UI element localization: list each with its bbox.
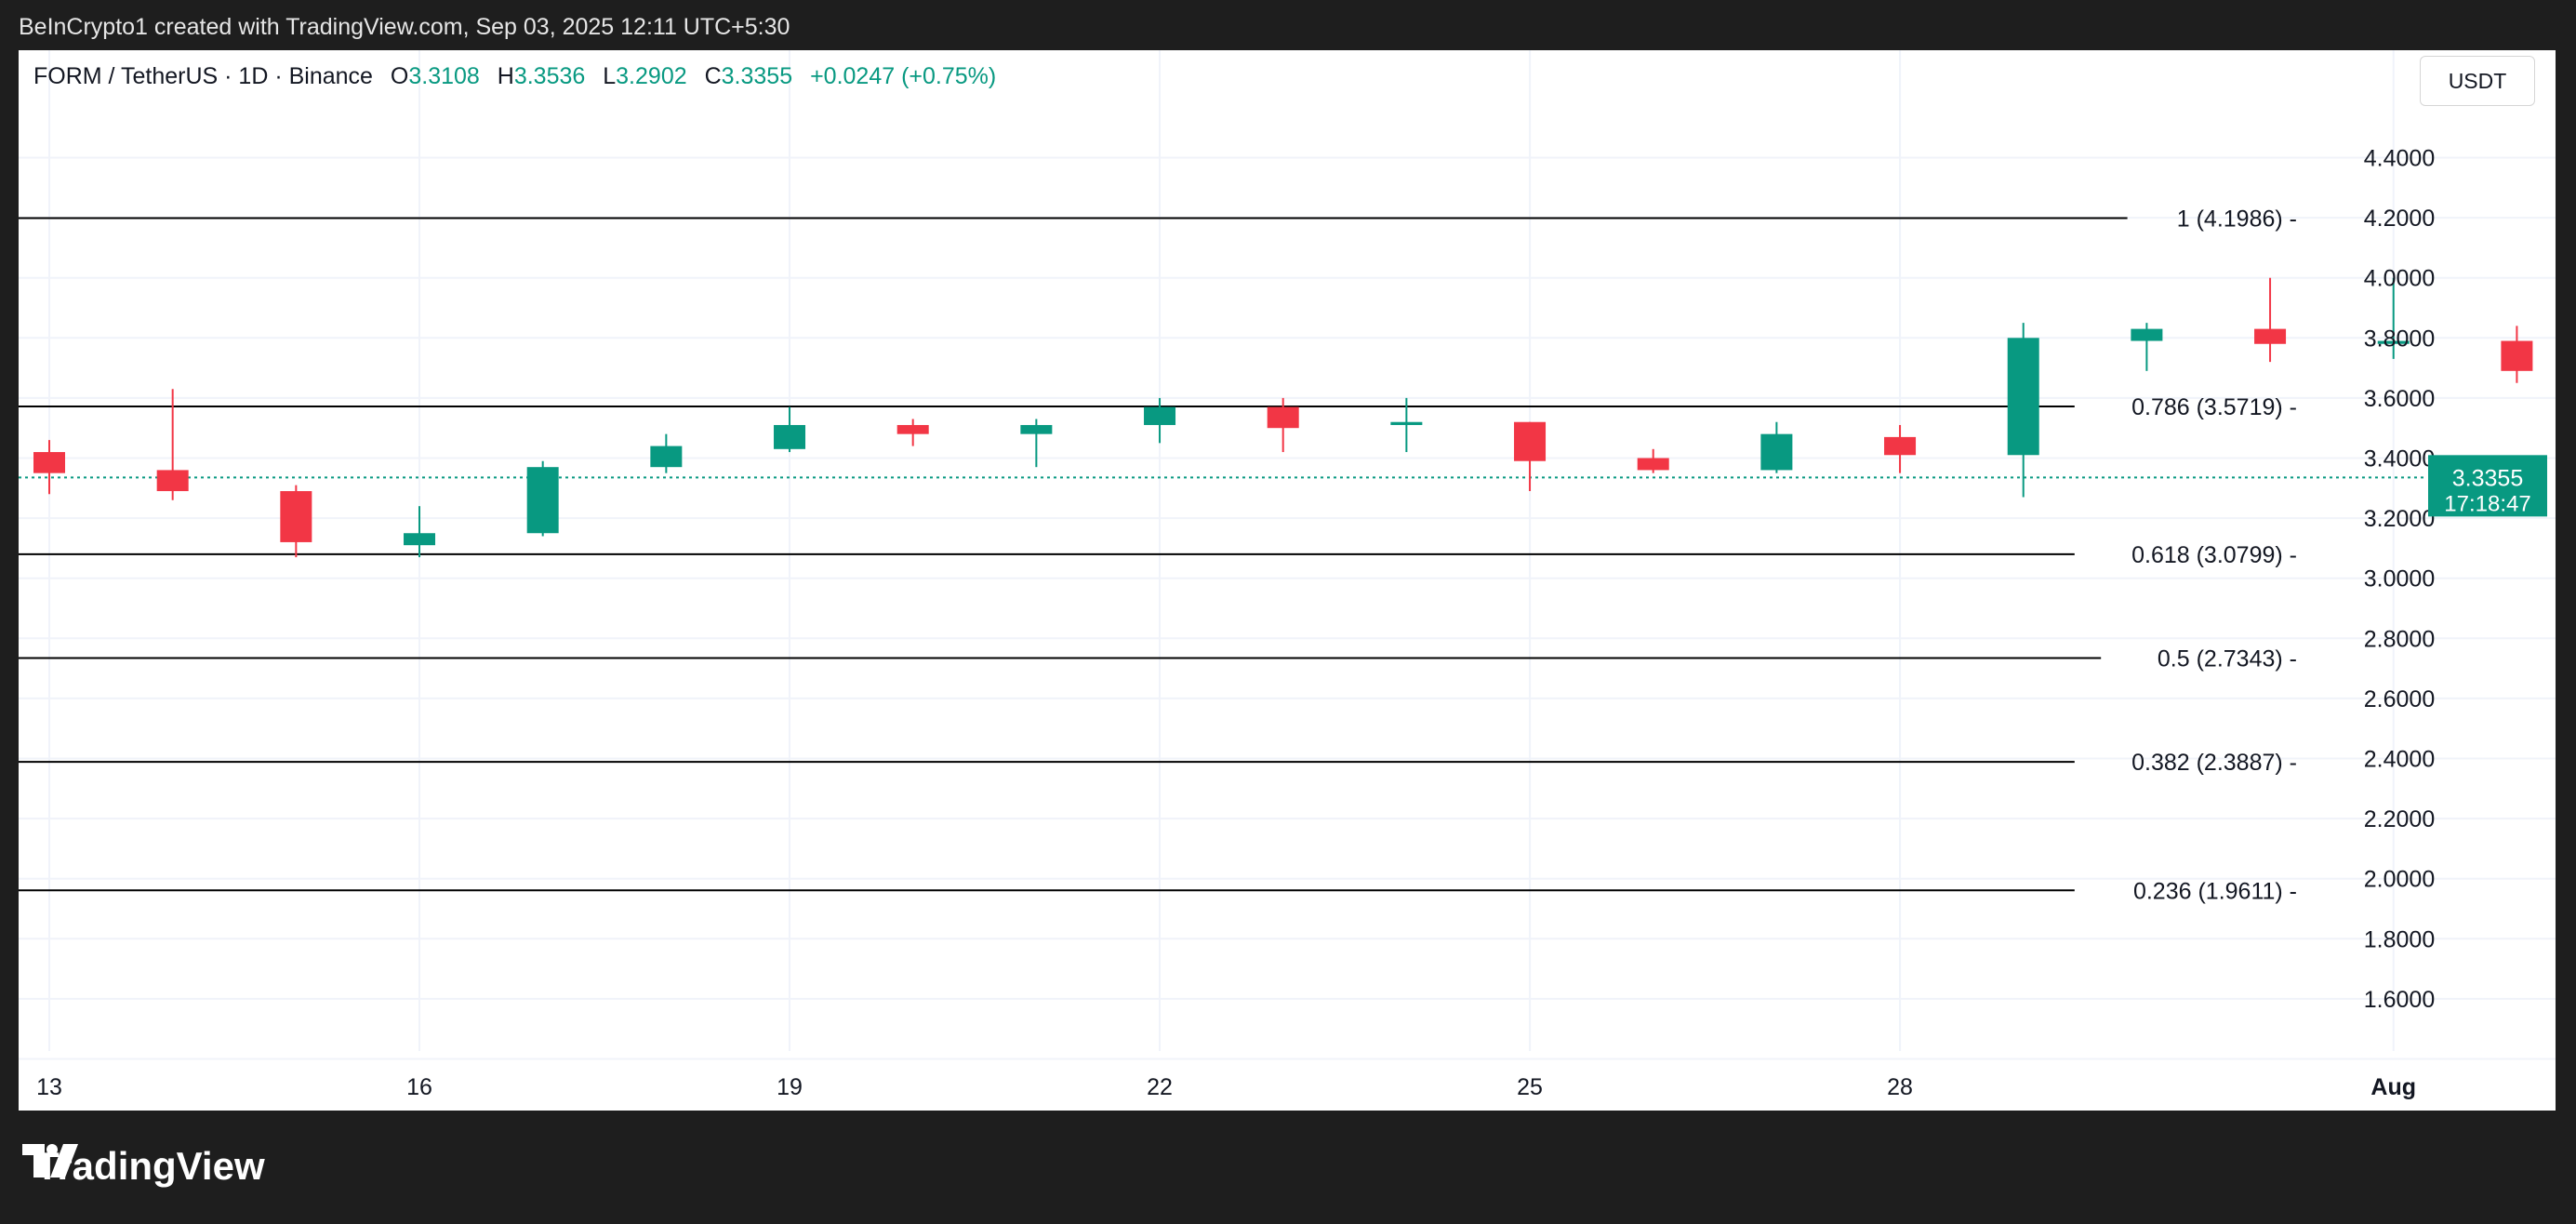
tradingview-brand: TradingView xyxy=(22,1144,265,1189)
fib-level-label: 0.382 (2.3887) - xyxy=(2131,750,2297,776)
fib-level-label: 0.236 (1.9611) - xyxy=(2133,878,2297,904)
open-value: 3.3108 xyxy=(408,63,480,89)
candle-body[interactable] xyxy=(1020,424,1053,434)
candle-body[interactable] xyxy=(2254,328,2287,344)
x-axis-tick-label: 25 xyxy=(1517,1074,1543,1100)
candle-body[interactable] xyxy=(1884,436,1917,456)
y-axis-tick-label: 3.8000 xyxy=(2364,326,2435,352)
candle-body[interactable] xyxy=(774,424,806,449)
close-label: C xyxy=(704,63,722,89)
candle-body[interactable] xyxy=(33,452,65,473)
y-axis-tick-label: 1.8000 xyxy=(2364,926,2435,952)
low-label: L xyxy=(603,63,617,89)
low-value: 3.2902 xyxy=(616,63,687,89)
candle-body[interactable] xyxy=(1514,421,1547,461)
last-price-value: 3.3355 xyxy=(2452,465,2523,491)
candle-body[interactable] xyxy=(1390,421,1423,425)
candle-body[interactable] xyxy=(2377,340,2410,344)
y-axis-tick-label: 3.0000 xyxy=(2364,566,2435,592)
candle-body[interactable] xyxy=(2007,338,2039,456)
y-axis-tick-label: 4.2000 xyxy=(2364,206,2435,232)
y-axis-tick-label: 1.6000 xyxy=(2364,987,2435,1013)
y-axis-tick-label: 2.4000 xyxy=(2364,747,2435,773)
candle-body[interactable] xyxy=(650,446,683,468)
y-axis-tick-label: 3.2000 xyxy=(2364,506,2435,532)
candle-body[interactable] xyxy=(526,467,559,534)
x-axis-tick-label: 19 xyxy=(777,1074,803,1100)
x-axis-tick-label: 22 xyxy=(1147,1074,1173,1100)
high-label: H xyxy=(497,63,514,89)
x-axis-tick-label: 13 xyxy=(36,1074,62,1100)
y-axis-tick-label: 2.8000 xyxy=(2364,626,2435,652)
candle-body[interactable] xyxy=(1760,433,1793,471)
candle-body[interactable] xyxy=(1267,406,1299,429)
y-axis-tick-label: 3.6000 xyxy=(2364,386,2435,412)
candle-body[interactable] xyxy=(896,424,929,434)
currency-button[interactable]: USDT xyxy=(2420,56,2535,106)
close-value: 3.3355 xyxy=(721,63,793,89)
x-axis-tick-label: 28 xyxy=(1887,1074,1913,1100)
candle-body[interactable] xyxy=(404,533,436,546)
fib-level-label: 0.618 (3.0799) - xyxy=(2131,542,2297,568)
y-axis-tick-label: 3.4000 xyxy=(2364,446,2435,472)
y-axis-tick-label: 2.6000 xyxy=(2364,686,2435,712)
candle-body[interactable] xyxy=(156,470,189,492)
attribution-bar: BeInCrypto1 created with TradingView.com… xyxy=(0,0,2576,50)
fib-level-label: 0.786 (3.5719) - xyxy=(2131,394,2297,420)
symbol-title[interactable]: FORM / TetherUS · 1D · Binance xyxy=(33,63,373,89)
candle-body[interactable] xyxy=(1637,458,1669,471)
attribution-text: BeInCrypto1 created with TradingView.com… xyxy=(19,14,790,40)
chart-panel[interactable]: 1 (4.1986) - 0.786 (3.5719) - 0.618 (3.079… xyxy=(19,50,2556,1111)
candle-body[interactable] xyxy=(280,491,312,542)
x-axis-tick-label: Aug xyxy=(2370,1074,2416,1100)
y-axis-tick-label: 4.0000 xyxy=(2364,266,2435,292)
last-price-badge xyxy=(2428,455,2547,517)
candle-body[interactable] xyxy=(2131,328,2163,341)
x-axis-tick-label: 16 xyxy=(406,1074,432,1100)
candlestick-chart[interactable]: 1 (4.1986) - 0.786 (3.5719) - 0.618 (3.079… xyxy=(19,50,2556,1111)
change-value: +0.0247 (+0.75%) xyxy=(810,63,997,89)
candle-body[interactable] xyxy=(1144,406,1176,425)
y-axis-tick-label: 4.4000 xyxy=(2364,146,2435,172)
high-value: 3.3536 xyxy=(513,63,586,89)
y-axis-tick-label: 2.2000 xyxy=(2364,806,2435,832)
candle-body[interactable] xyxy=(2501,340,2533,371)
y-axis-tick-label: 2.0000 xyxy=(2364,867,2435,893)
bar-countdown: 17:18:47 xyxy=(2444,491,2530,516)
fib-level-label: 0.5 (2.7343) - xyxy=(2158,646,2297,672)
open-label: O xyxy=(390,63,409,89)
fib-level-label: 1 (4.1986) - xyxy=(2177,206,2297,233)
ohlc-legend: FORM / TetherUS · 1D · Binance O3.3108 H… xyxy=(33,63,996,90)
